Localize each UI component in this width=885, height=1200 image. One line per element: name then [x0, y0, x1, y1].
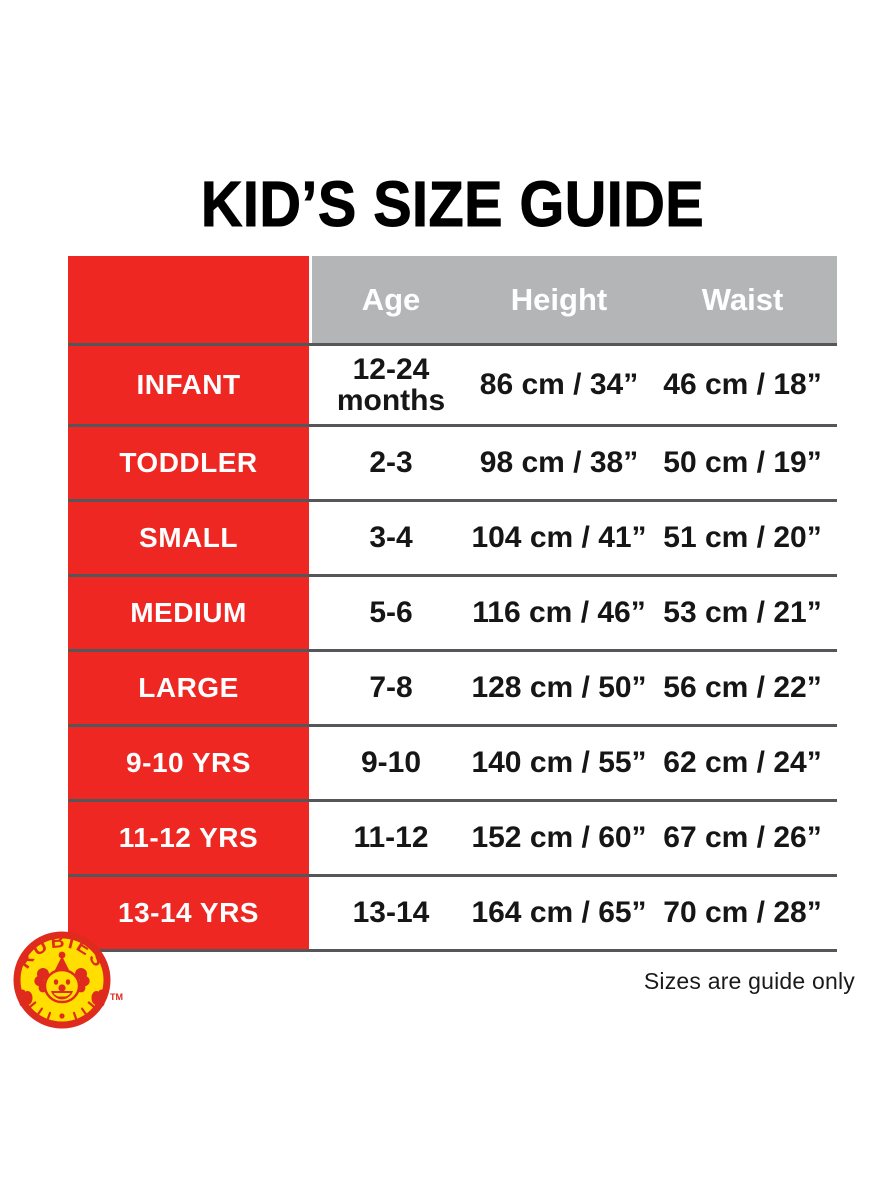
age-cell: 12-24 months: [336, 352, 446, 417]
height-cell: 128 cm / 50”: [471, 671, 647, 705]
table-header-row: Age Height Waist: [68, 256, 837, 343]
age-cell: 5-6: [369, 596, 413, 630]
table-row: 13-14 YRS 13-14 164 cm / 65” 70 cm / 28”: [68, 874, 837, 949]
size-label-cell: INFANT: [68, 346, 312, 424]
size-label-cell: 9-10 YRS: [68, 727, 312, 799]
age-cell: 2-3: [369, 446, 413, 480]
height-cell: 140 cm / 55”: [471, 746, 647, 780]
waist-cell: 53 cm / 21”: [663, 596, 822, 630]
size-label-cell: MEDIUM: [68, 577, 312, 649]
waist-cell: 50 cm / 19”: [663, 446, 822, 480]
age-cell: 9-10: [360, 746, 422, 780]
age-cell: 11-12: [353, 821, 429, 855]
trademark-label: TM: [110, 992, 123, 1002]
corner-cell: [68, 256, 312, 343]
height-cell: 116 cm / 46”: [472, 596, 646, 630]
table-row: INFANT 12-24 months 86 cm / 34” 46 cm / …: [68, 343, 837, 424]
height-cell: 86 cm / 34”: [479, 368, 639, 402]
column-header-height: Height: [470, 256, 648, 343]
waist-cell: 51 cm / 20”: [663, 521, 822, 555]
table-row: 9-10 YRS 9-10 140 cm / 55” 62 cm / 24”: [68, 724, 837, 799]
waist-cell: 62 cm / 24”: [663, 746, 822, 780]
size-label-cell: LARGE: [68, 652, 312, 724]
table-row: LARGE 7-8 128 cm / 50” 56 cm / 22”: [68, 649, 837, 724]
age-cell: 13-14: [352, 896, 430, 930]
title-bar: KID’S SIZE GUIDE: [68, 168, 837, 240]
table-row: MEDIUM 5-6 116 cm / 46” 53 cm / 21”: [68, 574, 837, 649]
age-cell: 7-8: [369, 671, 413, 705]
table-row: 11-12 YRS 11-12 152 cm / 60” 67 cm / 26”: [68, 799, 837, 874]
waist-cell: 46 cm / 18”: [663, 368, 822, 402]
waist-cell: 67 cm / 26”: [663, 821, 822, 855]
waist-cell: 56 cm / 22”: [663, 671, 822, 705]
waist-cell: 70 cm / 28”: [663, 896, 822, 930]
height-cell: 152 cm / 60”: [471, 821, 647, 855]
size-label-cell: TODDLER: [68, 427, 312, 499]
age-cell: 3-4: [369, 521, 413, 555]
table-row: SMALL 3-4 104 cm / 41” 51 cm / 20”: [68, 499, 837, 574]
size-label-cell: 13-14 YRS: [68, 877, 312, 949]
clown-icon: RUBIES: [13, 931, 111, 1029]
rubies-logo: RUBIES: [12, 930, 124, 1036]
size-table: Age Height Waist INFANT 12-24 months 86 …: [68, 256, 837, 952]
table-row: TODDLER 2-3 98 cm / 38” 50 cm / 19”: [68, 424, 837, 499]
size-label-cell: SMALL: [68, 502, 312, 574]
height-cell: 164 cm / 65”: [471, 896, 647, 930]
height-cell: 98 cm / 38”: [479, 446, 639, 480]
column-header-waist: Waist: [648, 256, 837, 343]
height-cell: 104 cm / 41”: [471, 521, 647, 555]
column-header-age: Age: [312, 256, 470, 343]
size-label-cell: 11-12 YRS: [68, 802, 312, 874]
page-title: KID’S SIZE GUIDE: [200, 168, 705, 240]
footnote: Sizes are guide only: [643, 968, 855, 994]
